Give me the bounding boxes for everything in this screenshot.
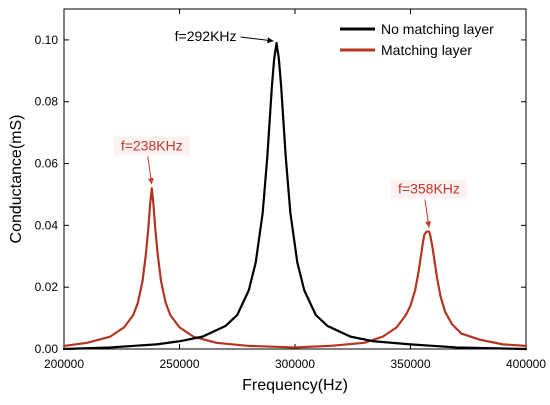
y-tick-label: 0.04 (35, 218, 59, 232)
annotation-background (390, 179, 467, 199)
y-tick-label: 0.08 (35, 95, 59, 109)
x-tick-label: 300000 (275, 357, 315, 371)
annotation-label: f=292KHz (175, 28, 237, 44)
legend-label-no-matching: No matching layer (381, 21, 494, 37)
series-no-matching-layer (62, 41, 528, 351)
x-tick-label: 200000 (44, 357, 84, 371)
annotation-background (113, 136, 190, 156)
y-axis: 0.00 0.02 0.04 0.06 0.08 0.10 (35, 33, 526, 356)
annotation-label: f=238KHz (121, 137, 183, 153)
plot-frame (63, 8, 527, 350)
y-tick-label: 0.10 (35, 33, 59, 47)
x-tick-label: 250000 (159, 357, 199, 371)
legend: No matching layer Matching layer (340, 21, 494, 58)
x-tick-label: 350000 (390, 357, 430, 371)
legend-label-matching: Matching layer (381, 42, 472, 58)
x-tick-label: 400000 (506, 357, 546, 371)
y-tick-label: 0.06 (35, 157, 59, 171)
y-axis-title: Conductance(mS) (8, 115, 25, 244)
annotation-label: f=358KHz (398, 181, 460, 197)
annotations: f=292KHz f=238KHz f=358KHz (113, 28, 467, 228)
series-matching-layer (62, 187, 528, 349)
x-axis: 200000 250000 300000 350000 400000 (44, 9, 546, 371)
series-layer (62, 41, 528, 351)
x-axis-title: Frequency(Hz) (242, 377, 348, 394)
y-tick-label: 0.02 (35, 280, 59, 294)
y-tick-label: 0.00 (35, 342, 59, 356)
annotation-arrowhead (267, 37, 274, 44)
annotation-arrowhead (425, 221, 432, 228)
annotation-arrowhead (147, 177, 154, 185)
